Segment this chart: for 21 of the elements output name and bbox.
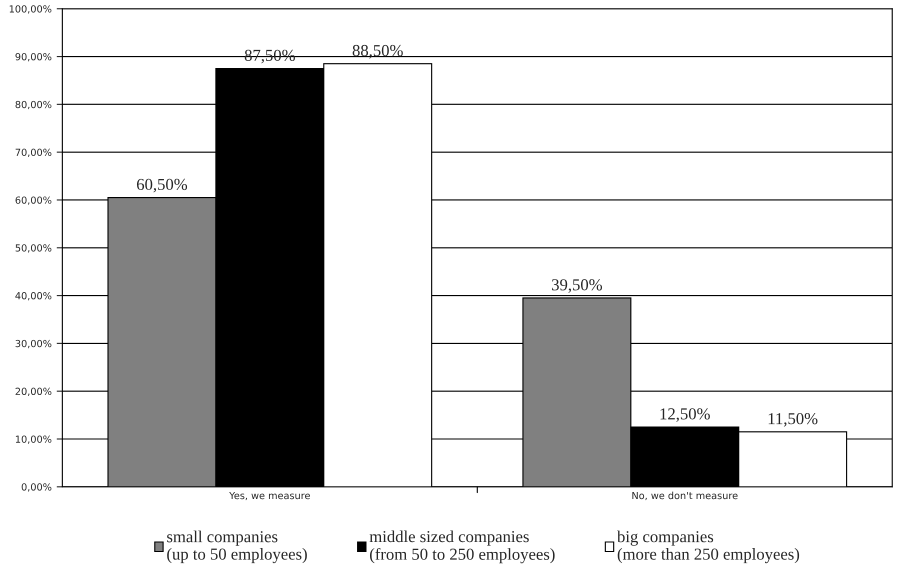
y-tick-label: 90,00%: [15, 53, 52, 62]
data-label: 39,50%: [552, 279, 602, 293]
y-tick-label: 0,00%: [22, 483, 52, 492]
legend-label: big companies (more than 250 employees): [617, 530, 800, 564]
x-tick-label: No, we don't measure: [632, 492, 738, 500]
x-tick-label: Yes, we measure: [229, 492, 310, 500]
data-label: 11,50%: [768, 413, 818, 427]
y-tick-label: 40,00%: [15, 292, 52, 300]
y-tick-label: 70,00%: [16, 148, 52, 157]
data-label: 60,50%: [136, 178, 188, 192]
y-tick-label: 100,00%: [10, 5, 52, 14]
data-label: 12,50%: [660, 408, 710, 422]
data-label: 88,50%: [352, 44, 403, 59]
y-tick-label: 50,00%: [16, 244, 52, 253]
y-tick-label: 20,00%: [16, 388, 52, 396]
y-tick-label: 10,00%: [16, 435, 52, 444]
y-tick-label: 80,00%: [16, 100, 52, 110]
y-tick-label: 60,00%: [16, 196, 52, 205]
y-tick-label: 30,00%: [16, 340, 52, 348]
legend-label: middle sized companies (from 50 to 250 employees): [370, 530, 555, 564]
legend-label: small companies (up to 50 employees): [167, 530, 307, 564]
